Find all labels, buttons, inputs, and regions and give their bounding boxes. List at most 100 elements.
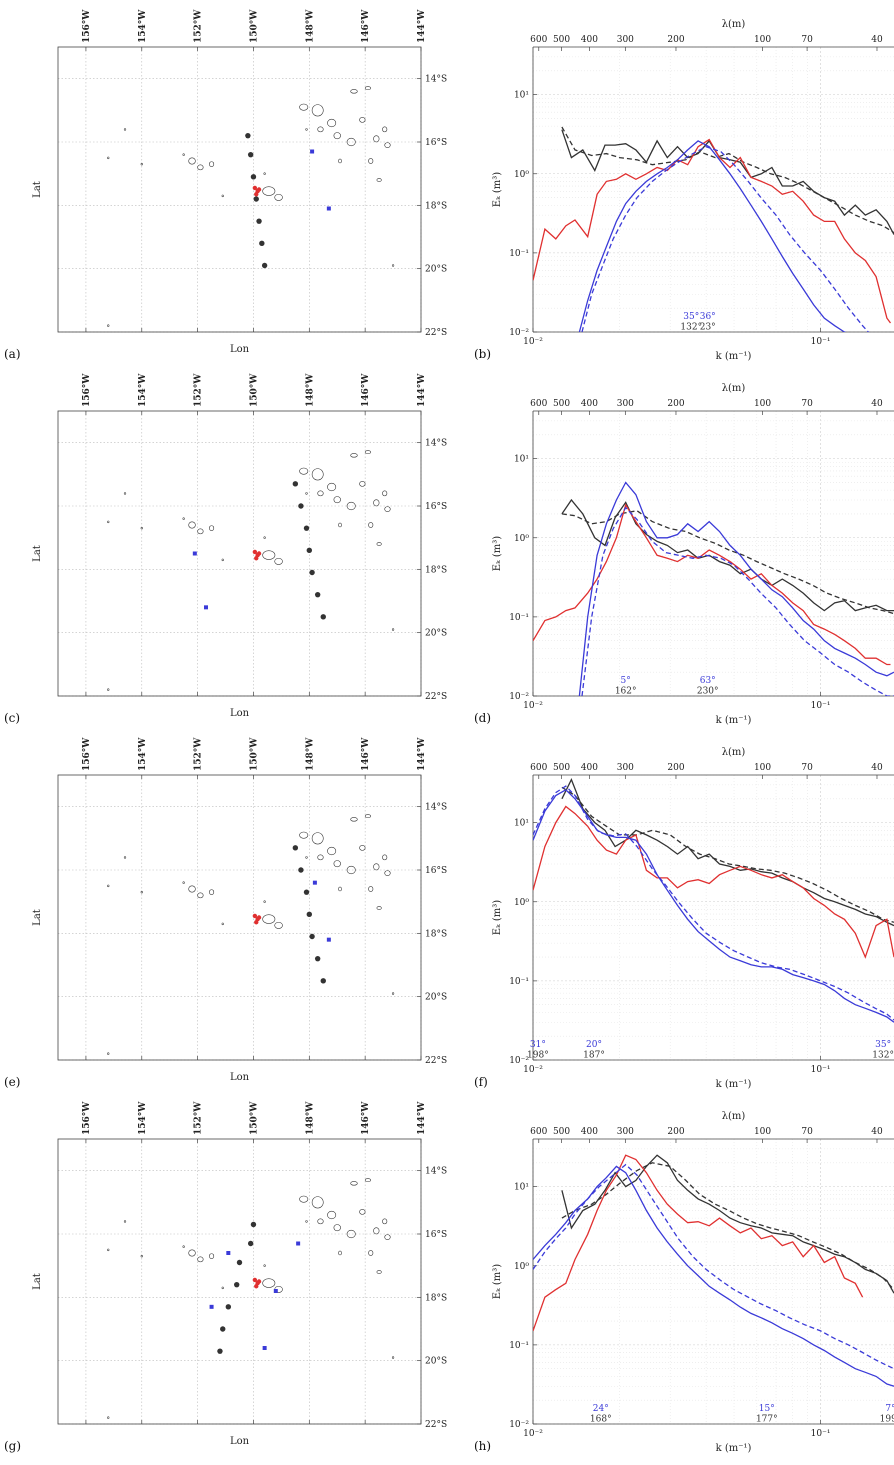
spec-ylabel: Eₖ (m³) — [492, 1264, 503, 1300]
map-lat-tick-label: 20°S — [425, 265, 447, 275]
map-ylabel: Lat — [32, 1273, 43, 1290]
angle-annotation-black: 230° — [697, 686, 719, 696]
station-marker-black — [298, 503, 304, 509]
station-marker-red — [254, 1284, 259, 1289]
spec-top-axis-label: λ(m) — [722, 383, 746, 394]
island-outline — [364, 86, 372, 91]
map-lon-tick-label: 150°W — [249, 737, 259, 771]
spec-xtick-label: 10⁻¹ — [811, 1065, 831, 1075]
station-marker-blue — [273, 1289, 278, 1293]
island-outline — [382, 854, 388, 861]
station-marker-black — [245, 132, 251, 139]
island-outline — [311, 1196, 324, 1209]
angle-annotation-blue: 7° — [885, 1404, 894, 1414]
spectrum-panel-3: 10⁻² 10⁻¹ 10⁰ 10¹ 10⁻² 10⁻¹ 600 500 400 300 200 100… — [492, 1111, 894, 1454]
station-marker-red — [256, 551, 262, 556]
island-outline — [376, 906, 382, 910]
map-lat-tick-label: 14°S — [425, 1167, 447, 1177]
spec-ytick-label: 10⁰ — [514, 170, 529, 180]
spec-top-axis-label: λ(m) — [722, 19, 746, 30]
map-lat-tick-label: 16°S — [425, 138, 447, 148]
spec-ytick-label: 10¹ — [514, 819, 529, 829]
island-outline — [333, 860, 341, 868]
island-outline — [140, 1254, 143, 1258]
island-outline — [197, 528, 204, 535]
map-lon-tick-label: 154°W — [138, 737, 148, 771]
map-lon-tick-label: 146°W — [361, 9, 371, 43]
island-outline — [209, 889, 215, 896]
spec-xtick-label: 10⁻² — [523, 1065, 543, 1075]
spec-ytick-label: 10⁻¹ — [509, 613, 529, 623]
map-lon-tick-label: 148°W — [305, 737, 315, 771]
spec-ylabel: Eₖ (m³) — [492, 172, 503, 208]
island-outline — [391, 628, 395, 631]
spec-toptick-label: 600 — [530, 1127, 547, 1137]
map-xlabel: Lon — [230, 708, 250, 719]
island-outline — [221, 922, 224, 926]
island-outline — [140, 162, 143, 166]
island-outline — [305, 128, 308, 131]
island-outline — [317, 1218, 324, 1225]
map-lon-tick-label: 156°W — [82, 1101, 92, 1135]
spec-toptick-label: 600 — [530, 35, 547, 45]
station-marker-red — [252, 1277, 258, 1283]
spec-xtick-label: 10⁻² — [523, 1429, 543, 1439]
island-outline — [384, 870, 391, 877]
island-outline — [373, 135, 380, 143]
island-outline — [391, 264, 395, 267]
spec-ytick-label: 10¹ — [514, 91, 529, 101]
map-lat-tick-label: 20°S — [425, 993, 447, 1003]
map-lon-tick-label: 148°W — [305, 9, 315, 43]
angle-annotation-blue: 15° — [759, 1404, 775, 1414]
station-marker-black — [236, 1259, 243, 1266]
island-outline — [299, 467, 309, 475]
island-outline — [299, 1195, 309, 1203]
map-lat-tick-label: 22°S — [425, 1420, 447, 1430]
map-lon-tick-label: 150°W — [249, 373, 259, 407]
map-lon-tick-label: 150°W — [249, 9, 259, 43]
spec-ytick-label: 10⁻² — [509, 1420, 529, 1430]
angle-annotation-black: 199° — [880, 1414, 894, 1424]
island-outline — [350, 453, 358, 458]
spec-toptick-label: 300 — [617, 1127, 634, 1137]
spectrum-line-black-solid — [561, 498, 894, 612]
spec-toptick-label: 500 — [553, 763, 570, 773]
island-outline — [317, 854, 324, 861]
spec-ytick-label: 10¹ — [514, 455, 529, 465]
map-lat-tick-label: 14°S — [425, 803, 447, 813]
island-outline — [376, 542, 382, 546]
island-outline — [338, 522, 342, 528]
angle-annotation-black: 162° — [615, 686, 637, 696]
spec-toptick-label: 100 — [754, 35, 771, 45]
station-marker-red — [256, 1279, 262, 1284]
island-outline — [376, 178, 382, 182]
spectrum-line-blue-solid — [578, 140, 847, 332]
island-outline — [197, 164, 204, 171]
station-marker-red — [256, 187, 262, 192]
station-marker-black — [247, 1240, 254, 1247]
island-outline — [317, 490, 324, 497]
spec-plot-area — [533, 1154, 894, 1387]
island-outline — [263, 536, 266, 539]
station-marker-red — [254, 920, 259, 925]
station-marker-blue — [209, 1304, 214, 1309]
map-lon-tick-label: 154°W — [138, 9, 148, 43]
island-outline — [123, 1220, 127, 1223]
island-outline — [263, 172, 266, 175]
spec-ytick-label: 10⁻² — [509, 328, 529, 338]
station-marker-black — [306, 911, 313, 918]
island-outline — [327, 482, 337, 492]
spec-toptick-label: 300 — [617, 763, 634, 773]
island-outline — [391, 1356, 395, 1359]
island-outline — [382, 126, 388, 133]
island-outline — [338, 158, 342, 164]
island-outline — [359, 117, 366, 123]
spectrum-line-red-solid — [533, 138, 892, 324]
map-xlabel: Lon — [230, 344, 250, 355]
angle-annotation-black: 198° — [527, 1050, 549, 1060]
station-marker-black — [320, 978, 326, 984]
spec-toptick-label: 500 — [553, 399, 570, 409]
island-outline — [262, 186, 276, 196]
island-outline — [346, 137, 356, 147]
spec-xlabel: k (m⁻¹) — [716, 1443, 752, 1454]
